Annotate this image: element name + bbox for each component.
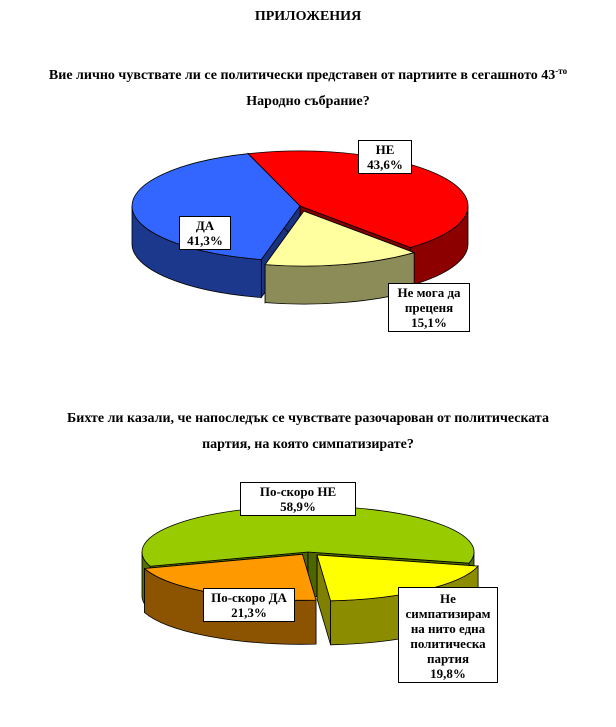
slice-label-ne-name: НЕ — [375, 142, 395, 157]
slice-label-da-name: ДА — [195, 218, 215, 233]
slice-label-rather-no-name: По-скоро НЕ — [259, 484, 337, 499]
slice-label-rather-yes: По-скоро ДА 21,3% — [203, 588, 295, 622]
slice-label-cannot-judge: Не мога да преценя 15,1% — [388, 283, 470, 332]
slice-label-da-value: 41,3% — [187, 233, 223, 248]
slice-label-no-sympathy: Не симпатизирам на нито една политическа… — [398, 587, 498, 683]
slice-label-rather-no-value: 58,9% — [280, 499, 316, 514]
question-1: Вие лично чувствате ли се политически пр… — [20, 58, 596, 115]
slice-label-no-sympathy-value: 19,8% — [430, 666, 466, 681]
slice-label-ne-value: 43,6% — [367, 157, 403, 172]
pie-chart-1 — [131, 150, 469, 305]
slice-label-ne: НЕ 43,6% — [358, 140, 412, 174]
pie-slice-top-да — [131, 153, 301, 260]
question-2-line-1: Бихте ли казали, че напоследък се чувств… — [67, 411, 549, 426]
question-1-text-line-2: Народно събрание? — [246, 94, 370, 109]
pie-slice-top-не — [247, 150, 469, 248]
question-1-superscript: -то — [555, 66, 568, 76]
slice-label-rather-no: По-скоро НЕ 58,9% — [240, 482, 356, 516]
question-1-text: Вие лично чувствате ли се политически пр… — [48, 68, 556, 83]
slice-label-no-sympathy-name: Не симпатизирам на нито една политическа… — [405, 591, 491, 666]
question-2: Бихте ли казали, че напоследък се чувств… — [20, 406, 596, 458]
page-heading: ПРИЛОЖЕНИЯ — [254, 9, 362, 24]
question-2-line-2: партия, на която симпатизирате? — [202, 437, 414, 452]
slice-label-rather-yes-value: 21,3% — [231, 605, 267, 620]
slice-label-rather-yes-name: По-скоро ДА — [211, 590, 287, 605]
slice-label-cannot-judge-name: Не мога да преценя — [397, 285, 461, 315]
slice-label-cannot-judge-value: 15,1% — [411, 315, 447, 330]
pie-slice-не-мога-да-преценя — [264, 209, 416, 305]
pie-slice-top-не-мога-да-преценя — [264, 210, 416, 267]
slice-label-da: ДА 41,3% — [179, 216, 231, 250]
